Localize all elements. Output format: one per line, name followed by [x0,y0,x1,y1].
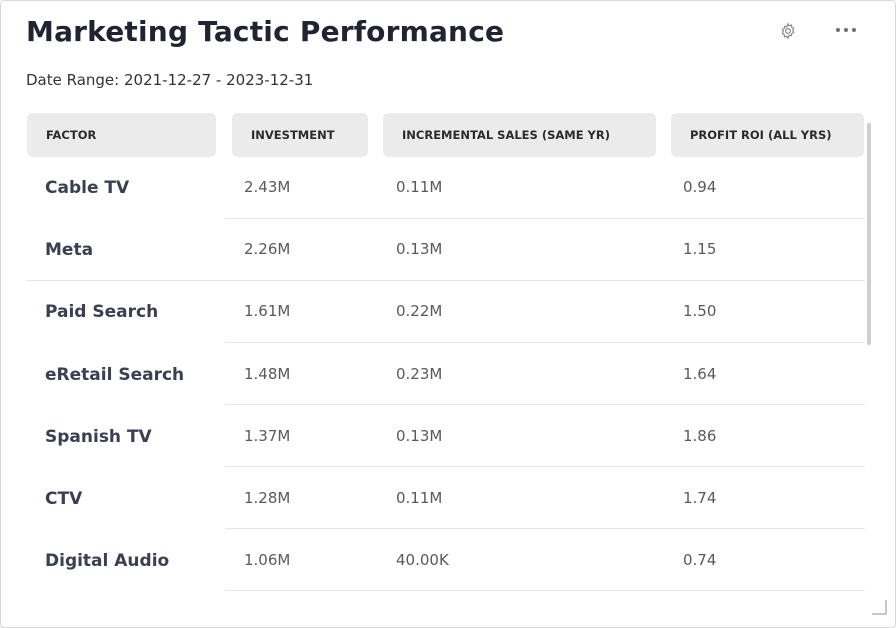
factor-cell: Cable TV [45,178,130,198]
factor-cell: Meta [45,240,94,260]
profit-roi-cell: 1.50 [683,302,717,320]
investment-cell: 1.37M [244,427,291,445]
row-divider [225,466,865,467]
factor-cell: eRetail Search [45,365,185,385]
row-divider [225,528,865,529]
column-header-profit-roi[interactable]: PROFIT ROI (ALL YRS) [671,113,864,157]
investment-cell: 2.26M [244,240,291,258]
investment-cell: 2.43M [244,178,291,196]
row-divider [225,590,865,591]
incremental-sales-cell: 0.22M [396,302,443,320]
profit-roi-cell: 1.64 [683,365,717,383]
incremental-sales-cell: 0.13M [396,240,443,258]
row-divider [225,218,865,219]
incremental-sales-cell: 0.11M [396,489,443,507]
investment-cell: 1.48M [244,365,291,383]
gear-icon[interactable] [778,21,798,41]
row-divider [225,404,865,405]
profit-roi-cell: 1.15 [683,240,717,258]
column-header-incremental-sales[interactable]: INCREMENTAL SALES (SAME YR) [383,113,656,157]
factor-cell: CTV [45,489,83,509]
more-icon[interactable] [832,19,860,41]
row-divider [27,280,865,281]
incremental-sales-cell: 0.11M [396,178,443,196]
investment-cell: 1.61M [244,302,291,320]
factor-cell: Digital Audio [45,551,170,571]
date-range: Date Range: 2021-12-27 - 2023-12-31 [26,71,314,89]
column-header-factor[interactable]: FACTOR [27,113,216,157]
factor-cell: Spanish TV [45,427,152,447]
resize-handle-icon[interactable] [869,597,889,617]
profit-roi-cell: 0.94 [683,178,717,196]
investment-cell: 1.28M [244,489,291,507]
profit-roi-cell: 1.74 [683,489,717,507]
profit-roi-cell: 1.86 [683,427,717,445]
investment-cell: 1.06M [244,551,291,569]
profit-roi-cell: 0.74 [683,551,717,569]
scrollbar-thumb[interactable] [867,123,871,345]
widget-title: Marketing Tactic Performance [26,15,505,48]
factor-cell: Paid Search [45,302,159,322]
incremental-sales-cell: 40.00K [396,551,449,569]
incremental-sales-cell: 0.13M [396,427,443,445]
column-header-investment[interactable]: INVESTMENT [232,113,368,157]
incremental-sales-cell: 0.23M [396,365,443,383]
row-divider [225,342,865,343]
